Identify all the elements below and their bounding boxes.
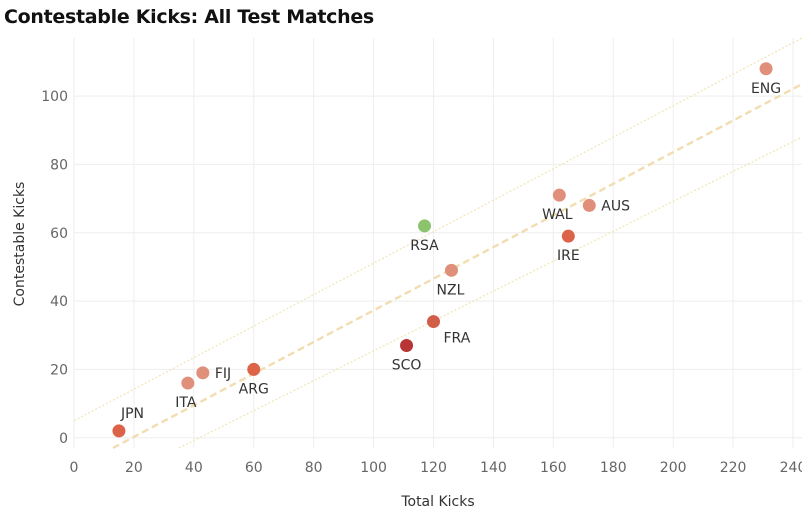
point-label-wal: WAL	[542, 207, 573, 223]
x-tick-label: 120	[420, 460, 447, 476]
point-ire[interactable]	[561, 229, 575, 243]
upper-band-line	[73, 37, 802, 422]
point-label-jpn: JPN	[120, 406, 144, 422]
y-tick-label: 80	[50, 157, 68, 173]
x-tick-label: 100	[360, 460, 387, 476]
x-axis-label: Total Kicks	[400, 494, 474, 510]
gridlines	[73, 38, 802, 448]
point-sco[interactable]	[400, 339, 414, 352]
x-tick-label: 140	[480, 460, 507, 476]
point-label-ita: ITA	[175, 395, 197, 411]
point-label-arg: ARG	[239, 381, 269, 397]
y-axis-label: Contestable Kicks	[12, 182, 28, 307]
point-label-nzl: NZL	[437, 282, 465, 298]
trend-lines	[73, 37, 802, 450]
x-tick-label: 160	[540, 460, 567, 476]
point-nzl[interactable]	[444, 263, 458, 277]
point-wal[interactable]	[552, 188, 566, 202]
x-tick-label: 40	[185, 460, 203, 476]
y-tick-label: 100	[41, 89, 68, 105]
point-arg[interactable]	[247, 362, 261, 376]
x-tick-label: 80	[305, 460, 323, 476]
axis-ticks: 0 20 40 60 80 100 120 140 160 180 200 220 240 0 20 40 60…	[41, 89, 802, 476]
trend-line	[112, 83, 802, 450]
y-tick-label: 0	[59, 431, 68, 447]
point-aus[interactable]	[582, 198, 596, 212]
point-label-fra: FRA	[444, 331, 471, 347]
x-tick-label: 240	[780, 460, 802, 476]
point-label-rsa: RSA	[410, 238, 439, 254]
point-eng[interactable]	[759, 62, 773, 76]
lower-band-line	[178, 136, 802, 449]
point-label-sco: SCO	[392, 358, 422, 374]
point-rsa[interactable]	[418, 219, 432, 233]
x-tick-label: 60	[245, 460, 263, 476]
point-label-eng: ENG	[751, 81, 781, 97]
x-tick-label: 0	[70, 460, 79, 476]
x-tick-label: 180	[600, 460, 627, 476]
point-label-ire: IRE	[557, 248, 580, 264]
x-tick-label: 20	[125, 460, 143, 476]
x-tick-label: 200	[660, 460, 687, 476]
point-label-fij: FIJ	[215, 366, 231, 382]
data-points	[112, 62, 773, 438]
point-ita[interactable]	[181, 376, 195, 390]
point-label-aus: AUS	[601, 198, 630, 214]
point-labels: ENG WAL AUS IRE RSA NZL FRA SCO ARG FIJ ITA JPN	[120, 81, 781, 422]
chart-title: Contestable Kicks: All Test Matches	[4, 6, 374, 28]
y-tick-label: 20	[50, 362, 68, 378]
point-jpn[interactable]	[112, 424, 126, 438]
point-fra[interactable]	[427, 315, 441, 329]
point-fij[interactable]	[196, 366, 210, 380]
y-tick-label: 60	[50, 226, 68, 242]
y-tick-label: 40	[50, 294, 68, 310]
x-tick-label: 220	[720, 460, 747, 476]
